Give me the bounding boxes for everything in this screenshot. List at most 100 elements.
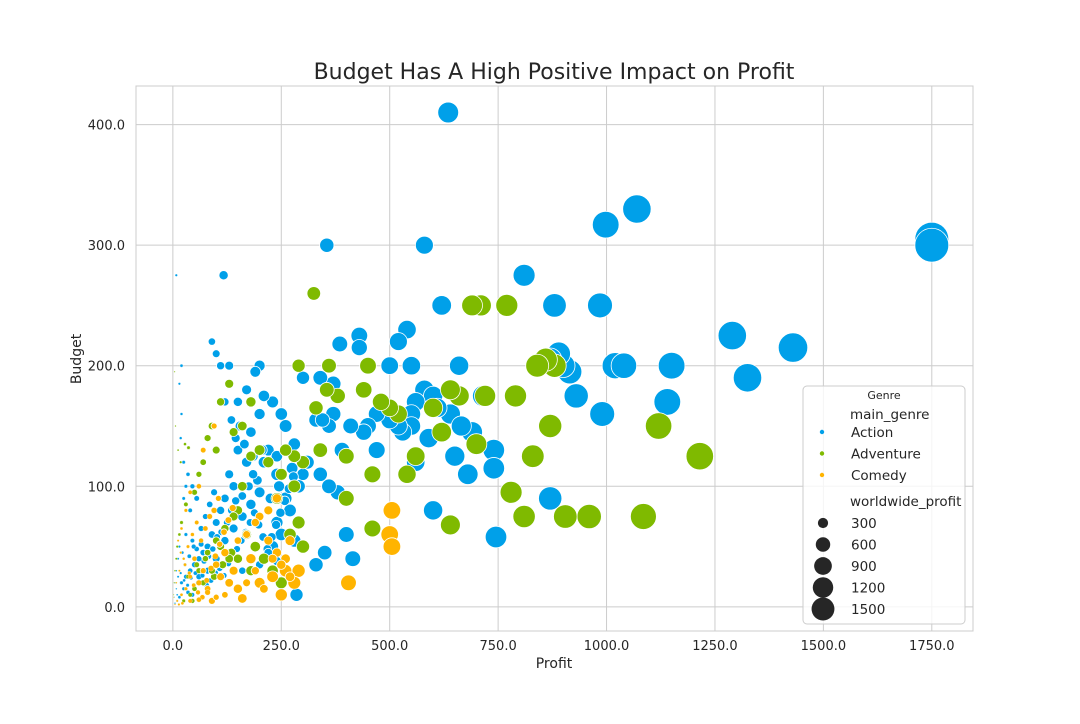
data-point-action [415, 235, 434, 255]
data-point-adventure [504, 384, 527, 408]
data-point-action [622, 194, 652, 224]
data-point-action [176, 575, 180, 578]
legend-size-marker [817, 517, 829, 529]
data-points [172, 101, 950, 606]
data-point-adventure [474, 384, 497, 407]
legend-size-header: worldwide_profit [850, 494, 961, 510]
data-point-action [273, 480, 286, 493]
x-tick-label: 750.0 [480, 639, 517, 654]
x-tick-label: 1500.0 [801, 639, 847, 654]
data-point-adventure [499, 480, 523, 504]
data-point-comedy [212, 560, 221, 569]
data-point-comedy [382, 501, 402, 520]
data-point-adventure [201, 555, 209, 563]
data-point-action [312, 466, 328, 482]
data-point-action [587, 292, 613, 319]
data-point-action [181, 496, 186, 501]
data-point-action [312, 370, 329, 386]
data-point-action [777, 332, 809, 363]
data-point-action [187, 508, 193, 513]
data-point-adventure [172, 594, 175, 596]
data-point-comedy [175, 599, 179, 603]
data-point-action [237, 491, 248, 501]
data-point-adventure [175, 545, 179, 548]
legend-size-marker [811, 597, 835, 621]
data-point-action [289, 587, 304, 602]
data-point-adventure [211, 445, 221, 455]
data-point-adventure [338, 490, 355, 507]
data-point-comedy [175, 581, 178, 584]
data-point-action [344, 550, 362, 567]
data-point-action [238, 566, 247, 575]
data-point-comedy [179, 526, 184, 531]
data-point-action [266, 395, 279, 409]
data-point-action [231, 496, 241, 506]
data-point-adventure [175, 557, 178, 560]
data-point-action [591, 210, 620, 239]
data-point-adventure [371, 392, 391, 411]
data-point-action [193, 495, 200, 502]
x-tick-label: 500.0 [371, 639, 408, 654]
data-point-action [224, 469, 235, 480]
x-tick-label: 1000.0 [584, 639, 630, 654]
data-point-action [218, 270, 229, 281]
legend-marker-comedy [819, 472, 825, 478]
y-tick-label: 400.0 [88, 119, 125, 134]
x-tick-labels: 0.0 250.0 500.0 750.0 1000.0 1250.0 1500.0 1750… [163, 639, 955, 654]
data-point-action [216, 505, 226, 515]
data-point-comedy [180, 601, 185, 605]
data-point-action [249, 365, 262, 378]
data-point-action [241, 384, 252, 396]
y-tick-label: 300.0 [88, 239, 125, 254]
data-point-action [314, 412, 331, 428]
data-point-action [183, 532, 188, 537]
data-point-action [190, 538, 195, 543]
data-point-adventure [173, 370, 176, 373]
data-point-comedy [221, 591, 229, 599]
data-point-action [257, 389, 271, 403]
data-point-action [179, 412, 184, 416]
y-tick-label: 100.0 [88, 480, 125, 495]
data-point-action [717, 320, 747, 351]
data-point-action [253, 408, 266, 420]
data-point-action [444, 445, 466, 467]
legend-label-comedy: Comedy [851, 468, 907, 484]
data-point-action [350, 339, 368, 357]
data-point-comedy [263, 505, 274, 516]
data-point-adventure [228, 427, 239, 437]
data-point-action [321, 478, 337, 495]
y-tick-label: 200.0 [88, 360, 125, 375]
data-point-action [239, 438, 250, 450]
data-point-action [228, 481, 239, 492]
data-point-comedy [172, 596, 175, 598]
data-point-comedy [183, 562, 187, 567]
data-point-adventure [363, 465, 382, 484]
data-point-action [179, 364, 184, 368]
data-point-adventure [363, 519, 382, 538]
data-point-action [182, 578, 186, 583]
data-point-adventure [237, 420, 248, 432]
data-point-adventure [525, 353, 550, 378]
data-point-action [211, 349, 221, 359]
data-point-action [610, 352, 638, 379]
data-point-action [177, 595, 182, 599]
data-point-adventure [237, 481, 248, 492]
data-point-adventure [203, 548, 212, 557]
data-point-adventure [179, 460, 183, 464]
data-point-action [248, 469, 259, 480]
data-point-adventure [174, 425, 177, 427]
data-point-adventure [405, 446, 426, 466]
data-point-comedy [187, 490, 193, 495]
data-point-comedy [228, 565, 239, 576]
data-point-adventure [312, 442, 328, 458]
data-point-action [296, 370, 310, 385]
data-point-action [183, 484, 188, 489]
data-point-adventure [576, 503, 602, 530]
data-point-comedy [200, 447, 206, 453]
data-point-comedy [212, 593, 220, 601]
legend-size-marker [814, 557, 832, 575]
data-point-adventure [183, 442, 187, 446]
data-point-adventure [644, 412, 673, 440]
data-point-adventure [291, 515, 306, 530]
data-point-comedy [198, 538, 204, 544]
